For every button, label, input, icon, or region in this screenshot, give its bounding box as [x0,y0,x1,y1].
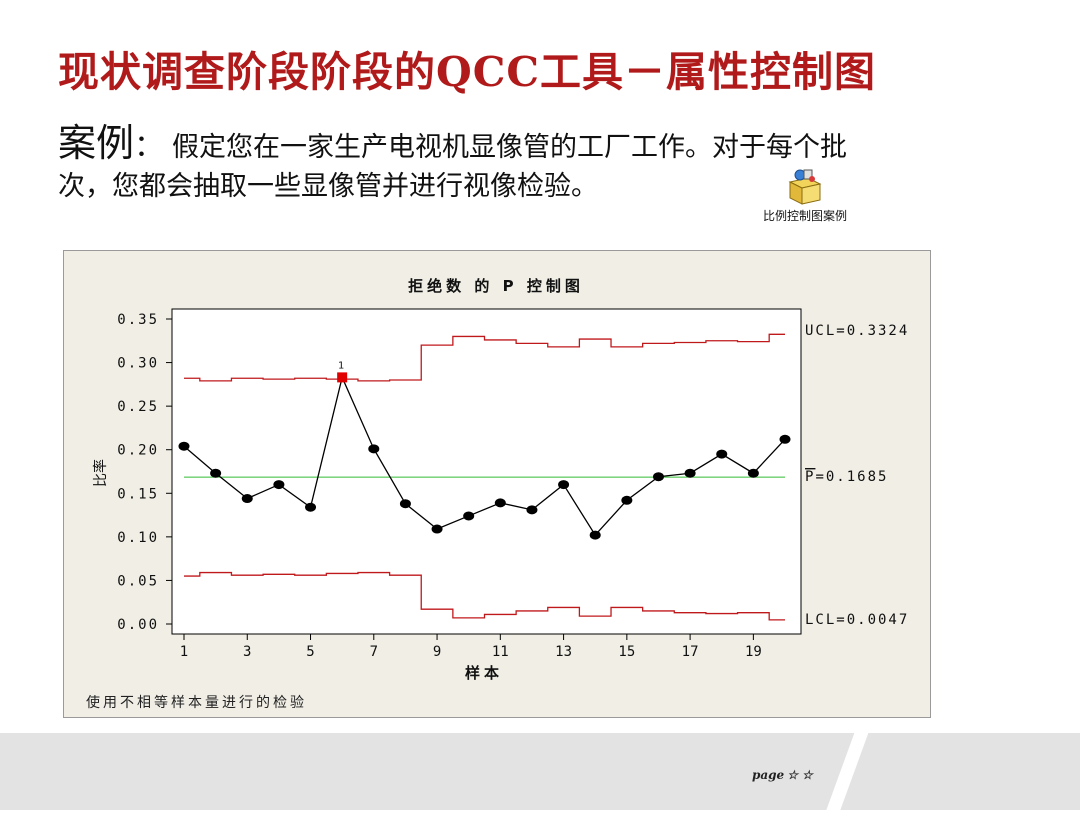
data-point [779,434,791,444]
data-point [305,502,317,512]
y-tick-label: 0.10 [117,530,159,546]
x-tick-label: 5 [306,644,314,660]
y-tick-label: 0.00 [117,617,159,633]
p-control-chart: 拒绝数 的 P 控制图 1 0.00 0.05 0.10 0.15 0.20 0.25 0.… [63,250,931,718]
center-value: =0.1685 [815,469,888,485]
data-point [368,444,380,454]
x-axis: 1 3 5 7 9 11 13 15 17 19 [180,634,762,660]
data-point [241,494,253,504]
y-axis-label: 比率 [92,459,109,487]
data-series: 1 [178,360,791,540]
control-limits [184,333,785,621]
y-tick-label: 0.20 [117,443,159,459]
x-tick-label: 19 [745,644,762,660]
attachment-file-icon[interactable] [782,166,826,206]
lcl-label: LCL=0.0047 [805,612,909,628]
chart-footnote: 使用不相等样本量进行的检验 [86,694,307,711]
data-point [178,441,190,451]
lcl-line [184,571,785,621]
data-point [526,505,538,515]
out-of-control-label: 1 [338,360,344,371]
data-point [621,495,633,505]
case-label: 案例 [58,121,135,165]
data-point [684,468,696,478]
x-tick-label: 15 [618,644,635,660]
data-point [558,480,570,490]
data-point [399,499,411,509]
page-mark-text: page [752,768,785,782]
data-point [747,468,759,478]
x-tick-label: 7 [370,644,378,660]
x-tick-label: 17 [682,644,699,660]
page-stars: ☆☆ [787,768,817,782]
x-tick-label: 11 [492,644,509,660]
y-tick-label: 0.15 [117,486,159,502]
data-point [210,468,222,478]
data-point [494,498,506,508]
chart-svg: 拒绝数 的 P 控制图 1 0.000.050.100.150.200.250.… [86,277,909,711]
footer-band [0,733,1080,810]
x-tick-label: 3 [243,644,251,660]
plot-area [171,308,802,635]
data-point [716,449,728,459]
y-axis: 0.00 0.05 0.10 0.15 0.20 0.25 0.30 0.35 [117,312,172,633]
x-axis-label: 样本 [465,664,503,682]
case-description: 案例： 假定您在一家生产电视机显像管的工厂工作。对于每个批 次，您都会抽取一些显像… [58,112,958,203]
slide-title: 现状调查阶段阶段的QCC工具－属性控制图 [58,48,876,96]
y-tick-label: 0.35 [117,312,159,328]
data-point [273,480,285,490]
x-tick-label: 13 [555,644,572,660]
ucl-line [184,333,785,382]
data-point [589,530,601,540]
out-of-control-point [337,372,348,383]
y-tick-label: 0.30 [117,356,159,372]
x-tick-label: 1 [180,644,188,660]
data-point [652,472,664,482]
page-mark: page ☆☆ [752,768,817,782]
ucl-label: UCL=0.3324 [805,323,909,339]
case-text-line1: 假定您在一家生产电视机显像管的工厂工作。对于每个批 [172,132,848,163]
x-tick-label: 9 [433,644,441,660]
case-colon: ： [134,129,165,164]
data-point [431,524,443,534]
chart-title: 拒绝数 的 P 控制图 [408,277,584,295]
attachment-label[interactable]: 比例控制图案例 [762,209,847,223]
data-point [463,511,475,521]
center-symbol: P [805,469,815,485]
y-tick-label: 0.05 [117,573,159,589]
case-text-line2: 次，您都会抽取一些显像管并进行视像检验。 [58,171,598,202]
y-tick-label: 0.25 [117,399,159,415]
center-label: P=0.1685 [805,469,888,485]
